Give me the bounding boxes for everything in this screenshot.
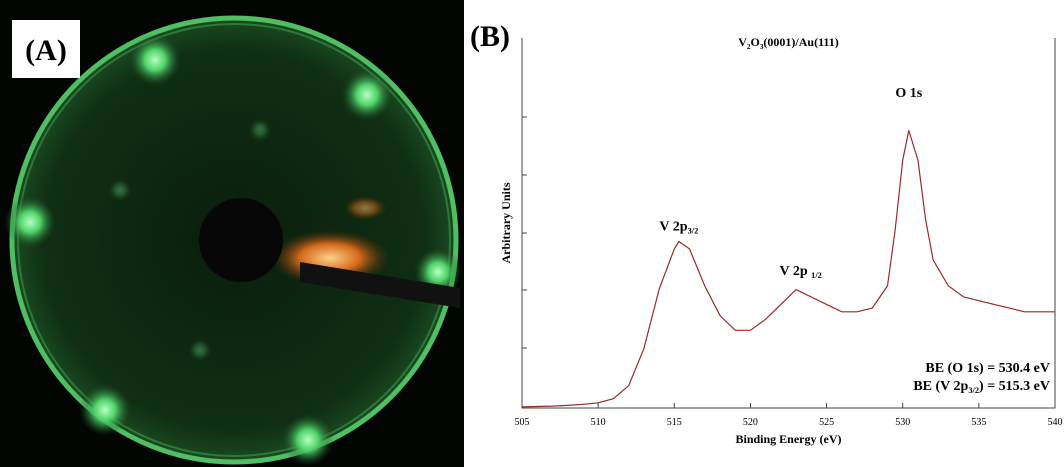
x-tick-label: 510	[591, 417, 606, 428]
peak-label: V 2p3/2	[659, 219, 698, 235]
subscript: 3	[760, 43, 764, 51]
text-part: O	[750, 35, 759, 49]
text-part: ) = 515.3 eV	[979, 379, 1050, 394]
text-part: V 2p	[659, 219, 687, 234]
peak-label: O 1s	[895, 86, 922, 101]
x-tick-label: 520	[743, 417, 758, 428]
x-tick-label: 515	[667, 417, 682, 428]
text-part: BE (V 2p	[913, 379, 968, 394]
x-tick-label: 540	[1048, 417, 1063, 428]
subscript: 2	[747, 43, 751, 51]
leed-photo: (A)	[0, 0, 464, 467]
text-part: O 1s	[895, 86, 922, 101]
spectrum-line	[521, 130, 1055, 408]
be-note: BE (O 1s) = 530.4 eV	[925, 361, 1050, 376]
text-part: (0001)/Au(111)	[763, 35, 838, 49]
chart-title: V2O3(0001)/Au(111)	[738, 35, 839, 51]
text-part: BE (O 1s) = 530.4 eV	[925, 361, 1050, 376]
x-tick-label: 525	[819, 417, 834, 428]
y-axis-label: Arbitrary Units	[499, 182, 513, 263]
x-axis-label: Binding Energy (eV)	[735, 432, 841, 446]
text-part: V 2p	[780, 264, 812, 279]
panel-label: (B)	[470, 20, 510, 53]
axes	[521, 38, 1056, 409]
be-note: BE (V 2p3/2) = 515.3 eV	[913, 379, 1050, 395]
panel-label: (A)	[25, 34, 67, 67]
x-tick-label: 505	[515, 417, 530, 428]
subscript: 1/2	[811, 271, 822, 280]
x-tick-label: 530	[895, 417, 910, 428]
x-tick-label: 535	[971, 417, 986, 428]
peak-label: V 2p 1/2	[780, 264, 822, 280]
subscript: 3/2	[688, 226, 699, 235]
text-part: V	[738, 35, 747, 49]
subscript: 3/2	[968, 386, 979, 395]
